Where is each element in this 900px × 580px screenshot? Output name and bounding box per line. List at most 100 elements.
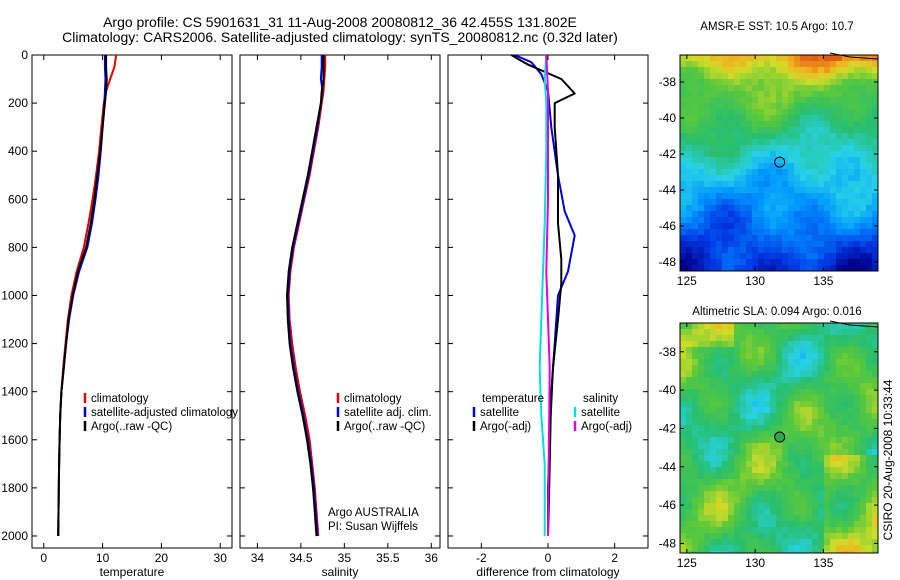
map-cell <box>788 61 795 68</box>
map-cell <box>872 67 878 74</box>
map-cell <box>842 443 849 450</box>
map-cell <box>794 347 801 354</box>
map-cell <box>830 497 837 504</box>
map-cell <box>746 395 753 402</box>
map-cell <box>704 449 711 456</box>
map-cell <box>710 169 717 176</box>
map-cell <box>686 205 693 212</box>
map-cell <box>746 103 753 110</box>
map-cell <box>836 551 843 553</box>
map-cell <box>704 383 711 390</box>
map-cell <box>758 425 765 432</box>
map-cell <box>710 109 717 116</box>
map-cell <box>758 91 765 98</box>
map-cell <box>806 211 813 218</box>
map-cell <box>800 503 807 510</box>
map-cell <box>704 133 711 140</box>
map-cell <box>758 389 765 396</box>
map-cell <box>722 85 729 92</box>
map-cell <box>698 491 705 498</box>
map-cell <box>734 187 741 194</box>
map-cell <box>692 67 699 74</box>
map-cell <box>836 341 843 348</box>
map-cell <box>836 265 843 271</box>
map-cell <box>728 485 735 492</box>
map-cell <box>806 545 813 552</box>
map-cell <box>824 139 831 146</box>
map-cell <box>782 479 789 486</box>
map-cell <box>770 235 777 242</box>
map-cell <box>812 365 819 372</box>
map-cell <box>842 407 849 414</box>
map-cell <box>740 383 747 390</box>
map-cell <box>848 61 855 68</box>
map-cell <box>758 199 765 206</box>
map-cell <box>782 461 789 468</box>
map-cell <box>812 329 819 336</box>
map-cell <box>758 461 765 468</box>
map-cell <box>680 467 687 474</box>
map-cell <box>746 521 753 528</box>
map-cell <box>842 341 849 348</box>
map-cell <box>848 79 855 86</box>
map-cell <box>794 425 801 432</box>
map-cell <box>860 533 867 540</box>
map-cell <box>872 97 878 104</box>
map-cell <box>836 103 843 110</box>
map-cell <box>854 223 861 230</box>
map-cell <box>848 169 855 176</box>
map-cell <box>854 103 861 110</box>
map-cell <box>842 121 849 128</box>
map-cell <box>764 199 771 206</box>
map-cell <box>722 389 729 396</box>
map-cell <box>692 115 699 122</box>
map-cell <box>704 479 711 486</box>
legend-item: satellite <box>581 407 620 419</box>
map-cell <box>734 55 741 62</box>
map-cell <box>794 193 801 200</box>
map-cell <box>680 163 687 170</box>
map-cell <box>794 551 801 553</box>
map-cell <box>836 259 843 266</box>
map-cell <box>866 121 873 128</box>
map-cell <box>728 443 735 450</box>
map-cell <box>836 407 843 414</box>
map-cell <box>800 335 807 342</box>
map-cell <box>734 335 741 342</box>
map-cell <box>764 521 771 528</box>
map-cell <box>710 127 717 134</box>
map-cell <box>740 485 747 492</box>
map-cell <box>818 259 825 266</box>
map-cell <box>836 323 843 330</box>
map-cell <box>860 503 867 510</box>
map-cell <box>698 211 705 218</box>
map-cell <box>716 79 723 86</box>
map-cell <box>680 527 687 534</box>
map-cell <box>848 145 855 152</box>
map-cell <box>746 425 753 432</box>
map-cell <box>686 389 693 396</box>
map-cell <box>776 503 783 510</box>
map-cell <box>854 205 861 212</box>
map-cell <box>734 533 741 540</box>
map-cell <box>842 145 849 152</box>
map-cell <box>848 157 855 164</box>
map-cell <box>842 371 849 378</box>
map-cell <box>806 181 813 188</box>
map-cell <box>782 359 789 366</box>
map-cell <box>722 383 729 390</box>
map-cell <box>836 539 843 546</box>
map-cell <box>794 97 801 104</box>
map-cell <box>830 365 837 372</box>
map-cell <box>854 455 861 462</box>
map-cell <box>818 329 825 336</box>
map-cell <box>758 103 765 110</box>
map-cell <box>758 539 765 546</box>
map-cell <box>680 61 687 68</box>
map-cell <box>848 473 855 480</box>
x-axis-label: difference from climatology <box>476 565 619 579</box>
map-cell <box>866 223 873 230</box>
map-cell <box>698 217 705 224</box>
map-cell <box>782 145 789 152</box>
map-cell <box>830 395 837 402</box>
